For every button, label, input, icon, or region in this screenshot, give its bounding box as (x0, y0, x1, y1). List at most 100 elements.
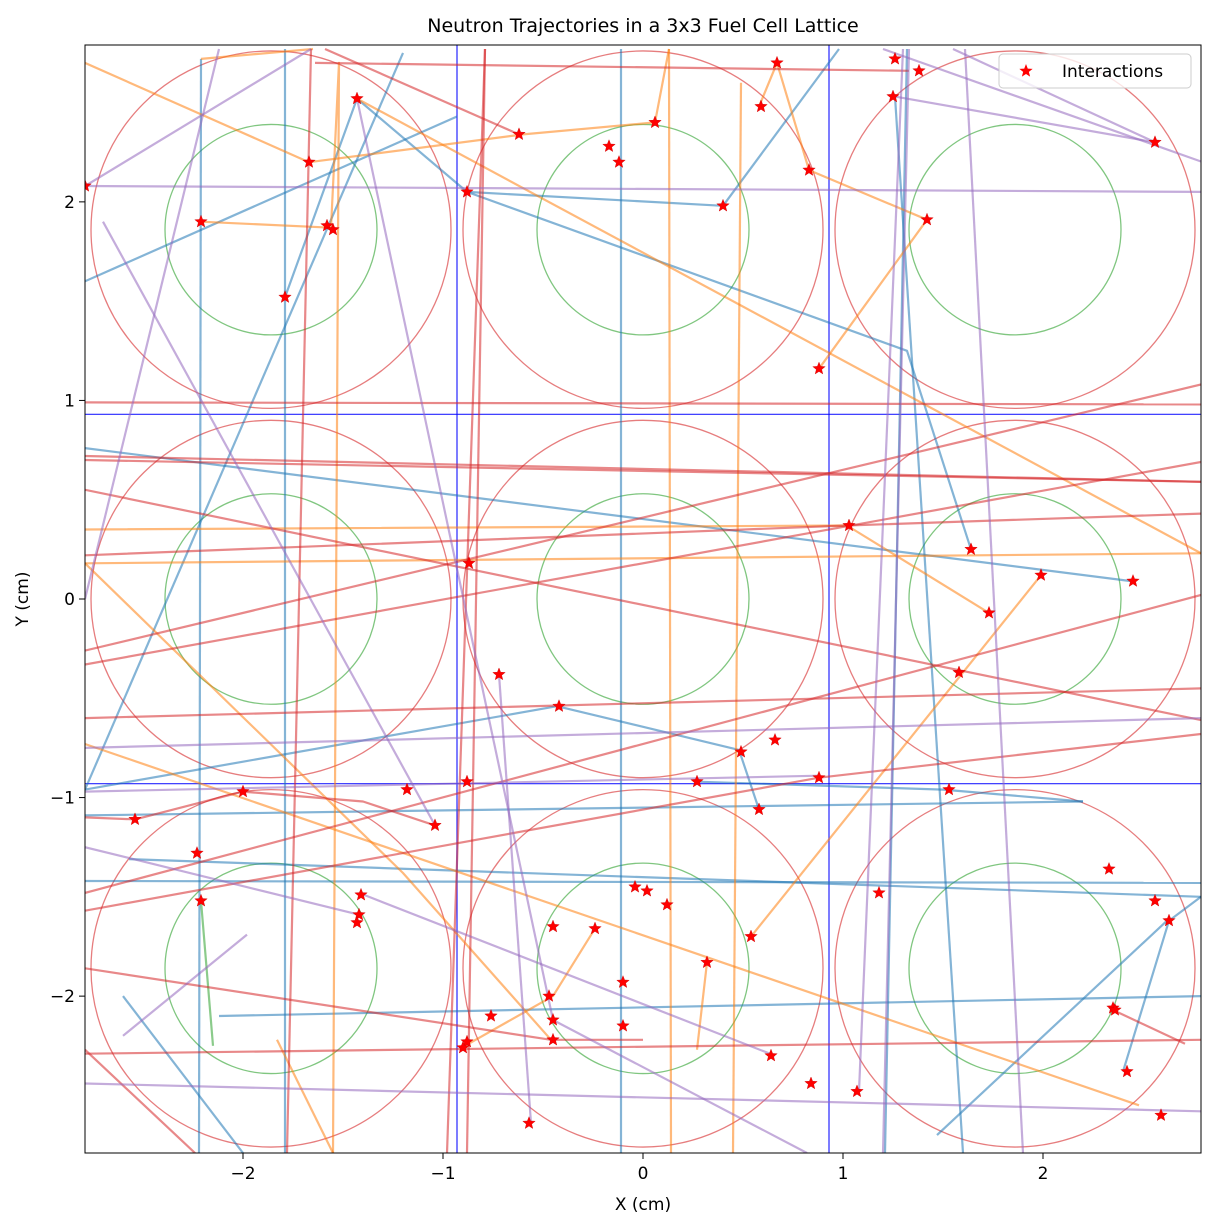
neutron-trajectory (85, 48, 221, 600)
neutron-trajectory (85, 383, 1201, 652)
interaction-marker (552, 699, 566, 712)
neutron-trajectory (85, 1038, 1201, 1055)
interaction-marker (460, 184, 474, 198)
interaction-marker (1034, 568, 1048, 581)
neutron-trajectory (85, 1082, 1201, 1113)
neutron-trajectory (85, 401, 1201, 406)
x-axis-label: X (cm) (615, 1195, 671, 1215)
cell-boundary-layer (85, 45, 1201, 1153)
cell-outer-circle (90, 50, 452, 410)
neutron-trajectory (667, 48, 673, 1153)
neutron-trajectory (85, 705, 761, 810)
neutron-trajectory (122, 995, 244, 1153)
neutron-trajectory (85, 742, 1140, 1107)
neutron-trajectory (85, 458, 1201, 483)
neutron-trajectory (358, 891, 776, 1057)
neutron-trajectory (85, 48, 671, 164)
neutron-trajectory (936, 919, 1168, 1136)
neutron-trajectory (85, 115, 458, 283)
neutron-trajectory (757, 62, 779, 108)
interaction-marker (354, 887, 368, 901)
interaction-marker (194, 893, 208, 907)
interaction-marker (460, 1034, 474, 1048)
neutron-trajectory (85, 447, 1132, 583)
interaction-marker (770, 55, 784, 69)
cell-fuel-circle (908, 862, 1122, 1075)
neutron-trajectory (497, 674, 533, 1124)
interaction-marker (462, 556, 476, 569)
y-tick-label: 2 (64, 193, 75, 213)
y-axis-label: Y (cm) (13, 572, 33, 628)
interaction-marker (546, 1032, 560, 1046)
interaction-marker (1154, 1108, 1168, 1121)
interaction-marker (660, 897, 674, 911)
x-tick-label: 0 (638, 1164, 649, 1184)
neutron-trajectory (85, 846, 360, 916)
interaction-marker (128, 812, 142, 826)
interaction-marker (842, 518, 856, 532)
trajectory-layer (85, 47, 1201, 1153)
neutron-trajectory (750, 574, 1042, 938)
interaction-marker (872, 885, 886, 899)
interaction-marker (352, 907, 366, 921)
interaction-marker (326, 222, 340, 236)
interaction-marker (588, 921, 602, 935)
interaction-marker (484, 1008, 498, 1022)
legend-label: Interactions (1062, 62, 1163, 82)
neutron-trajectory (85, 687, 1201, 720)
interaction-marker (1120, 1064, 1134, 1078)
y-tick-label: −1 (50, 789, 75, 809)
interaction-marker (886, 89, 900, 103)
fuel-cell-layer (90, 50, 1196, 1148)
plot-area (85, 45, 1201, 1153)
cell-fuel-circle (164, 123, 378, 336)
chart-title: Neutron Trajectories in a 3x3 Fuel Cell … (427, 15, 859, 37)
interaction-marker (302, 155, 316, 168)
interaction-marker (546, 1012, 560, 1026)
neutron-trajectory (731, 82, 743, 1153)
y-tick-label: −2 (50, 987, 75, 1007)
y-tick-label: 1 (64, 391, 75, 411)
interaction-marker (492, 667, 506, 681)
interaction-marker (522, 1116, 536, 1129)
interaction-marker (460, 774, 474, 788)
interaction-marker (640, 883, 654, 897)
neutron-trajectory (199, 900, 215, 1046)
neutron-trajectory (314, 61, 910, 72)
interaction-marker (690, 774, 704, 788)
interaction-marker (190, 846, 204, 859)
neutron-trajectory (882, 47, 1201, 163)
y-tick-label: 0 (64, 590, 75, 610)
neutron-trajectory (85, 562, 552, 1041)
neutron-trajectory (218, 995, 1201, 1018)
legend-box (998, 53, 1192, 89)
interaction-marker (350, 91, 364, 105)
interaction-marker (1148, 893, 1162, 907)
interaction-marker (648, 115, 662, 129)
interaction-marker-layer (85, 51, 1176, 1129)
interaction-marker (456, 1040, 470, 1054)
x-axis: −2 −1 0 1 2 (230, 1153, 1048, 1184)
neutron-trajectory (85, 184, 1201, 193)
interaction-marker (542, 989, 556, 1002)
x-tick-label: 1 (838, 1164, 849, 1184)
interaction-marker (616, 1018, 630, 1032)
neutron-trajectory (775, 62, 929, 370)
interaction-marker (320, 218, 334, 232)
neutron-trajectory (197, 58, 203, 1153)
neutron-trajectory (85, 460, 1201, 666)
neutron-trajectory (465, 48, 487, 1153)
cell-outer-circle (834, 50, 1196, 410)
neutron-trajectory (85, 800, 1084, 817)
interaction-marker (278, 290, 292, 303)
neutron-trajectory (85, 593, 1201, 894)
interaction-marker (512, 127, 526, 141)
x-tick-label: 2 (1038, 1164, 1049, 1184)
interaction-marker (812, 361, 826, 375)
neutron-trajectory (881, 48, 911, 1153)
neutron-trajectory (85, 879, 1201, 885)
interaction-marker (802, 163, 816, 176)
interaction-marker (804, 1076, 818, 1090)
neutron-trajectory (722, 48, 840, 207)
